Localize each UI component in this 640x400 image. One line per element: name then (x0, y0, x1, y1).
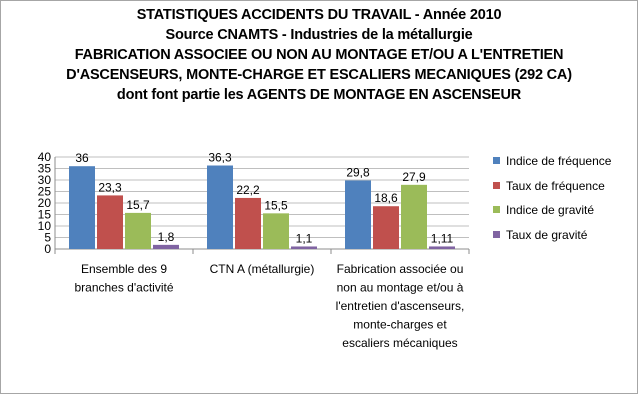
category-label: l'entretien d'ascenseurs, (336, 299, 465, 313)
bar-indice-de-frequence (207, 165, 233, 249)
y-tick-label: 5 (44, 231, 51, 245)
legend-swatch-taux-frequence (493, 181, 500, 189)
legend: Indice de fréquence Taux de fréquence In… (493, 153, 611, 251)
bar-indice-de-frequence (69, 166, 95, 249)
bar-indice-de-gravite (125, 212, 151, 249)
title-line-3: FABRICATION ASSOCIEE OU NON AU MONTAGE E… (74, 47, 564, 63)
title-line-1: STATISTIQUES ACCIDENTS DU TRAVAIL - Anné… (136, 7, 502, 23)
bar-taux-de-frequence (235, 197, 261, 249)
data-label-indice-de-frequence: 36 (75, 151, 89, 165)
legend-item-taux-gravite: Taux de gravité (493, 227, 611, 252)
legend-item-taux-frequence: Taux de fréquence (493, 178, 611, 203)
legend-item-indice-gravite: Indice de gravité (493, 202, 611, 227)
y-tick-label: 20 (38, 196, 52, 210)
data-label-taux-de-frequence: 18,6 (374, 191, 398, 205)
title-line-4: D'ASCENSEURS, MONTE-CHARGE ET ESCALIERS … (66, 67, 572, 83)
category-label: non au montage et/ou à (337, 281, 464, 295)
bar-taux-de-gravite (153, 244, 179, 249)
y-tick-label: 30 (38, 173, 52, 187)
legend-swatch-indice-frequence (493, 157, 500, 165)
legend-label-taux-gravite: Taux de gravité (506, 227, 588, 242)
data-label-indice-de-frequence: 36,3 (208, 151, 232, 165)
bar-indice-de-gravite (263, 213, 289, 249)
legend-label-indice-frequence: Indice de fréquence (506, 153, 612, 168)
bar-indice-de-gravite (401, 184, 427, 249)
legend-swatch-indice-gravite (493, 206, 500, 214)
data-label-indice-de-gravite: 27,9 (402, 170, 426, 184)
y-tick-label: 35 (38, 162, 52, 176)
category-label: monte-charges et (353, 318, 447, 332)
legend-label-taux-frequence: Taux de fréquence (506, 178, 605, 193)
bar-taux-de-gravite (429, 246, 455, 249)
data-label-taux-de-gravite: 1,11 (431, 231, 454, 245)
legend-item-indice-frequence: Indice de fréquence (493, 153, 611, 178)
data-label-indice-de-gravite: 15,5 (264, 198, 288, 212)
data-label-indice-de-gravite: 15,7 (126, 198, 150, 212)
y-tick-label: 15 (38, 208, 52, 222)
chart-title: STATISTIQUES ACCIDENTS DU TRAVAIL - Anné… (1, 5, 637, 105)
legend-label-indice-gravite: Indice de gravité (506, 202, 595, 217)
y-tick-label: 0 (44, 242, 51, 256)
bar-taux-de-gravite (291, 246, 317, 249)
bar-taux-de-frequence (373, 206, 399, 249)
y-tick-label: 25 (38, 185, 52, 199)
category-label: CTN A (métallurgie) (210, 262, 315, 276)
category-label: branches d'activité (74, 281, 173, 295)
y-tick-label: 40 (38, 150, 52, 164)
data-label-taux-de-gravite: 1,8 (158, 230, 175, 244)
category-label: escaliers mécaniques (342, 336, 457, 350)
data-label-taux-de-gravite: 1,1 (296, 231, 313, 245)
title-line-5: dont font partie les AGENTS DE MONTAGE E… (116, 87, 522, 103)
legend-swatch-taux-gravite (493, 230, 500, 238)
data-label-taux-de-frequence: 23,3 (98, 180, 122, 194)
bar-taux-de-frequence (97, 195, 123, 249)
data-label-taux-de-frequence: 22,2 (236, 183, 260, 197)
data-label-indice-de-frequence: 29,8 (346, 165, 370, 179)
category-label: Fabrication associée ou (337, 262, 464, 276)
bar-indice-de-frequence (345, 180, 371, 249)
category-label: Ensemble des 9 (81, 262, 167, 276)
y-tick-label: 10 (38, 219, 52, 233)
title-line-2: Source CNAMTS - Industries de la métallu… (165, 27, 473, 43)
